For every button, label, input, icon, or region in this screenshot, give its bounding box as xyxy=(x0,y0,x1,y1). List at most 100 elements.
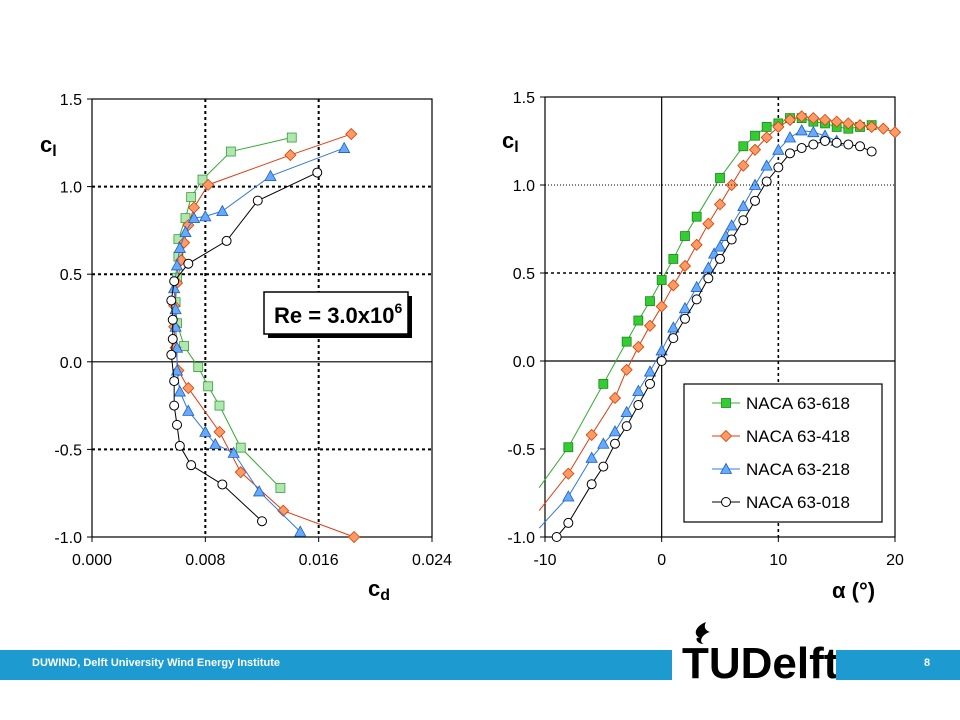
data-point xyxy=(866,146,877,157)
data-point xyxy=(610,438,620,449)
data-point xyxy=(286,132,297,143)
data-point xyxy=(179,225,192,238)
data-point xyxy=(713,240,727,252)
y-tick-label: 1.0 xyxy=(60,180,82,197)
data-point xyxy=(725,219,738,231)
data-point xyxy=(783,113,797,126)
data-point xyxy=(172,419,182,430)
y-tick-label: 0.0 xyxy=(60,355,82,372)
y-axis-title: cl xyxy=(40,132,57,160)
y-tick-label: 0.5 xyxy=(513,266,535,283)
legend-marker xyxy=(719,429,733,443)
data-point xyxy=(252,485,266,497)
data-point xyxy=(169,400,180,411)
data-point xyxy=(337,141,351,153)
data-point xyxy=(633,315,644,326)
data-point xyxy=(284,148,297,162)
x-tick-label: 0.016 xyxy=(299,552,339,569)
legend-entry: NACA 63-418 xyxy=(746,427,850,446)
data-point xyxy=(252,195,263,206)
data-point xyxy=(169,302,182,315)
flame-icon xyxy=(695,622,710,644)
data-point xyxy=(199,425,212,437)
data-point xyxy=(608,425,622,437)
data-point xyxy=(761,176,772,187)
data-point xyxy=(167,334,178,345)
data-point xyxy=(690,280,703,292)
data-point xyxy=(853,119,867,132)
data-point xyxy=(738,215,749,226)
y-tick-label: 0.5 xyxy=(60,267,82,284)
series-line xyxy=(170,172,318,522)
data-point xyxy=(831,137,842,148)
x-tick-label: 10 xyxy=(769,552,787,569)
data-point xyxy=(608,391,622,405)
data-point xyxy=(795,124,808,136)
x-tick-label: -10 xyxy=(533,552,556,569)
data-point xyxy=(715,253,725,264)
legend-box xyxy=(683,383,883,523)
data-point xyxy=(713,198,727,211)
plot-frame xyxy=(544,96,896,538)
data-point xyxy=(772,143,785,155)
data-point xyxy=(203,381,214,392)
data-point xyxy=(842,117,855,130)
data-point xyxy=(773,162,784,173)
legend-entry: NACA 63-018 xyxy=(746,493,850,512)
x-tick-label: 0.008 xyxy=(185,552,225,569)
data-point xyxy=(818,113,832,126)
footer-bar xyxy=(0,650,672,680)
data-point xyxy=(585,428,598,441)
data-point xyxy=(586,479,597,490)
data-point xyxy=(173,385,187,397)
data-point xyxy=(737,199,750,212)
data-point xyxy=(264,169,277,181)
data-point xyxy=(877,122,890,135)
data-point xyxy=(680,313,690,324)
data-point xyxy=(345,127,358,141)
y-tick-label: -0.5 xyxy=(507,442,535,459)
data-point xyxy=(678,301,692,314)
legend-entry: NACA 63-218 xyxy=(746,460,850,479)
x-axis-title: cd xyxy=(368,576,390,604)
data-point xyxy=(703,273,714,284)
legend-marker xyxy=(719,462,733,474)
data-point xyxy=(702,261,715,273)
data-point xyxy=(702,217,715,230)
data-point xyxy=(808,139,819,150)
data-point xyxy=(186,460,197,471)
data-point xyxy=(830,115,843,128)
data-point xyxy=(235,442,246,453)
drag-polar-chart: -1.0 -0.5 0.0 0.5 1.0 1.5 0.000 0.008 0.016 0.024… xyxy=(40,92,452,604)
data-point xyxy=(655,344,668,356)
data-point xyxy=(668,254,679,264)
x-tick-label: 20 xyxy=(886,552,904,569)
data-point xyxy=(551,532,562,542)
data-point xyxy=(199,210,212,222)
data-point xyxy=(760,131,773,144)
series-naca-63-218 xyxy=(538,124,843,529)
data-point xyxy=(275,483,286,493)
data-point xyxy=(294,525,307,537)
x-axis-title: α (°) xyxy=(832,578,875,603)
data-point xyxy=(632,340,645,353)
data-point xyxy=(216,204,229,217)
data-point xyxy=(785,148,795,159)
data-point xyxy=(678,259,692,273)
data-point xyxy=(760,159,773,171)
series-naca-63-018 xyxy=(166,167,323,527)
y-axis-title: cl xyxy=(502,128,519,156)
data-point xyxy=(197,174,208,185)
y-tick-label: -1.0 xyxy=(507,530,535,547)
data-point xyxy=(563,442,574,453)
data-point xyxy=(796,143,807,154)
data-point xyxy=(843,139,854,150)
data-point xyxy=(214,400,225,411)
legend-marker xyxy=(721,398,731,408)
data-point xyxy=(585,451,598,463)
data-point xyxy=(667,321,680,333)
charts-canvas: -1.0 -0.5 0.0 0.5 1.0 1.5 0.000 0.008 0.016 0.024… xyxy=(40,90,904,604)
data-point xyxy=(182,382,195,395)
data-point xyxy=(562,467,575,480)
series-line xyxy=(538,115,896,511)
